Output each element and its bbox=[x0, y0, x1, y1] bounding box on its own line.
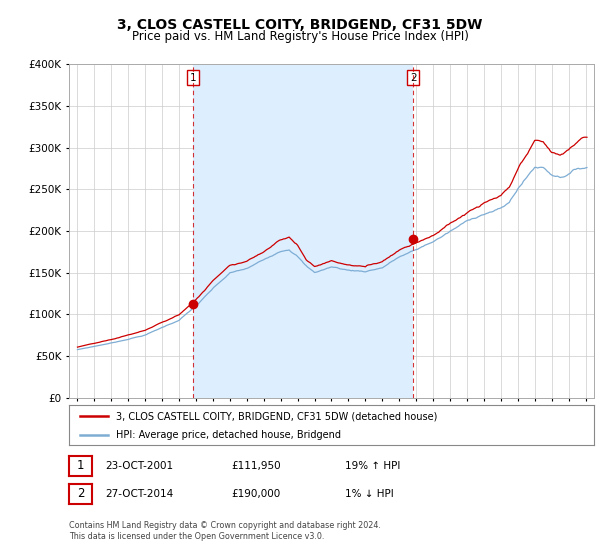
Text: 1: 1 bbox=[77, 459, 84, 473]
Text: 3, CLOS CASTELL COITY, BRIDGEND, CF31 5DW: 3, CLOS CASTELL COITY, BRIDGEND, CF31 5D… bbox=[118, 18, 482, 32]
Text: 19% ↑ HPI: 19% ↑ HPI bbox=[345, 461, 400, 471]
Text: 3, CLOS CASTELL COITY, BRIDGEND, CF31 5DW (detached house): 3, CLOS CASTELL COITY, BRIDGEND, CF31 5D… bbox=[116, 411, 437, 421]
Text: £190,000: £190,000 bbox=[231, 489, 280, 499]
Text: Contains HM Land Registry data © Crown copyright and database right 2024.
This d: Contains HM Land Registry data © Crown c… bbox=[69, 521, 381, 540]
Text: 1% ↓ HPI: 1% ↓ HPI bbox=[345, 489, 394, 499]
Text: 2: 2 bbox=[410, 73, 416, 83]
Text: £111,950: £111,950 bbox=[231, 461, 281, 471]
Text: 23-OCT-2001: 23-OCT-2001 bbox=[105, 461, 173, 471]
Text: HPI: Average price, detached house, Bridgend: HPI: Average price, detached house, Brid… bbox=[116, 430, 341, 440]
Text: 1: 1 bbox=[190, 73, 196, 83]
Text: 27-OCT-2014: 27-OCT-2014 bbox=[105, 489, 173, 499]
Bar bbox=[193, 64, 413, 398]
Text: Price paid vs. HM Land Registry's House Price Index (HPI): Price paid vs. HM Land Registry's House … bbox=[131, 30, 469, 43]
Text: 2: 2 bbox=[77, 487, 84, 501]
